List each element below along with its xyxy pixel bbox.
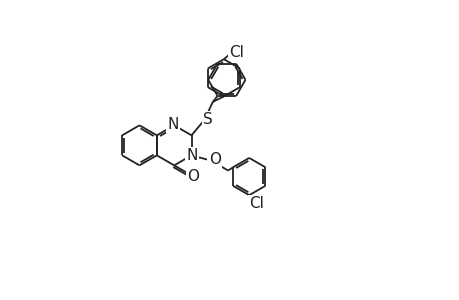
Text: O: O (208, 152, 220, 167)
Text: S: S (203, 112, 213, 127)
Text: O: O (187, 169, 199, 184)
Text: Cl: Cl (249, 196, 264, 211)
Text: Cl: Cl (229, 45, 244, 60)
Text: N: N (168, 117, 179, 132)
Text: N: N (186, 148, 197, 163)
